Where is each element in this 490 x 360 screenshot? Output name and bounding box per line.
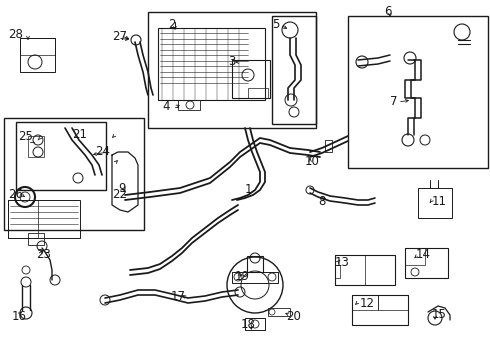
Text: 5: 5 [272,18,279,31]
Bar [418,188,452,218]
Text: 8: 8 [318,195,325,208]
Text: 13: 13 [335,256,350,269]
Bar [4,118,144,230]
Bar [335,265,340,278]
Bar [352,295,378,310]
Text: 25: 25 [18,130,33,143]
Bar [378,295,408,310]
Text: 26: 26 [8,188,23,201]
Bar [325,140,332,152]
Bar [272,16,316,124]
Text: 21: 21 [72,128,87,141]
Bar [232,60,270,98]
Bar [20,38,55,72]
Bar [268,308,290,316]
Text: 16: 16 [12,310,27,323]
Bar [178,100,200,110]
Text: 22: 22 [112,188,127,201]
Bar [232,272,278,283]
Text: 23: 23 [36,248,51,261]
Text: 6: 6 [384,5,392,18]
Text: 15: 15 [432,308,447,321]
Bar [158,28,265,100]
Text: 20: 20 [286,310,301,323]
Text: 19: 19 [235,270,250,283]
Text: 12: 12 [360,297,375,310]
Bar [405,248,425,265]
Text: 1: 1 [244,183,252,196]
Bar [405,248,448,278]
Bar [28,233,44,245]
Text: 14: 14 [416,248,431,261]
Text: 9: 9 [118,182,125,195]
Bar [8,200,38,238]
Bar [247,256,263,272]
Text: 24: 24 [95,145,110,158]
Bar [352,295,408,325]
Bar [20,38,55,55]
Text: 7: 7 [390,95,397,108]
Text: 18: 18 [241,318,255,331]
Bar [8,200,80,238]
Bar [16,122,106,190]
Text: 10: 10 [305,155,320,168]
Bar [148,12,316,128]
Text: 11: 11 [432,195,447,208]
Bar [248,88,268,98]
Bar [348,16,488,168]
Bar [28,136,44,157]
Bar [335,255,365,285]
Text: 28: 28 [8,28,23,41]
Text: 27: 27 [112,30,127,43]
Text: 17: 17 [171,290,186,303]
Text: 3: 3 [228,55,235,68]
Text: 2: 2 [168,18,175,31]
Bar [335,255,395,285]
Text: 4: 4 [162,100,170,113]
Bar [245,318,265,330]
